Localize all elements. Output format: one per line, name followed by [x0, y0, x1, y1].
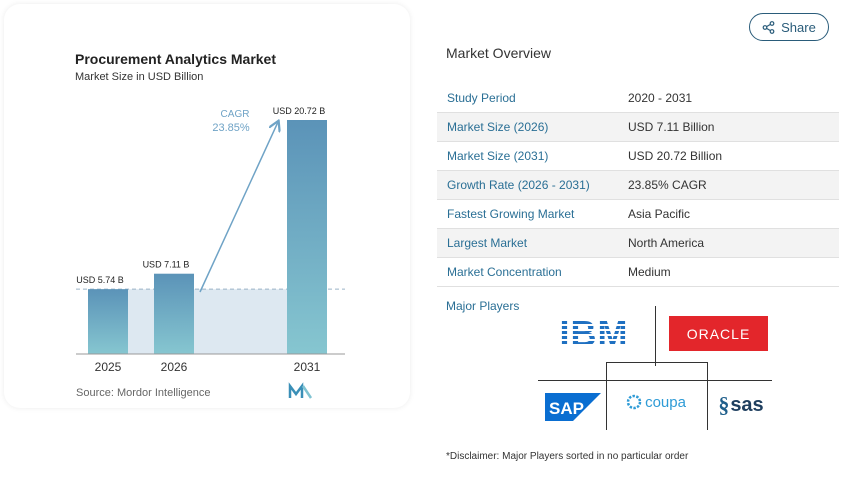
overview-row: Study Period 2020 - 2031: [437, 84, 839, 113]
overview-key: Largest Market: [437, 228, 628, 258]
x-tick-label: 2025: [95, 360, 122, 374]
bar-2031: [287, 120, 327, 354]
major-players-label: Major Players: [446, 299, 520, 313]
logo-divider: [606, 362, 708, 363]
cagr-label: CAGR: [221, 109, 250, 120]
overview-value: North America: [628, 228, 839, 258]
overview-row: Largest Market North America: [437, 228, 839, 258]
oracle-logo: ORACLE: [669, 316, 768, 351]
overview-row: Market Size (2031) USD 20.72 Billion: [437, 141, 839, 171]
data-label: USD 7.11 B: [143, 260, 190, 270]
overview-value: USD 20.72 Billion: [628, 141, 839, 171]
ibm-logo: IBM: [559, 313, 629, 354]
bar-chart: USD 5.74 B 2025 USD 7.11 B 2026 USD 20.72 B 2…: [76, 106, 345, 399]
overview-value: Medium: [628, 257, 839, 287]
overview-value: 23.85% CAGR: [628, 170, 839, 200]
overview-key: Market Concentration: [437, 257, 628, 287]
disclaimer: *Disclaimer: Major Players sorted in no …: [446, 451, 689, 462]
coupa-mark-icon: [626, 394, 642, 410]
coupa-logo: coupa: [621, 390, 691, 414]
overview-row: Market Size (2026) USD 7.11 Billion: [437, 112, 839, 142]
overview-value: USD 7.11 Billion: [628, 112, 839, 142]
overview-row: Growth Rate (2026 - 2031) 23.85% CAGR: [437, 170, 839, 200]
overview-value: 2020 - 2031: [628, 84, 839, 113]
overview-row: Market Concentration Medium: [437, 257, 839, 287]
x-tick-label: 2031: [294, 360, 321, 374]
svg-text:SAP: SAP: [549, 399, 584, 418]
overview-row: Fastest Growing Market Asia Pacific: [437, 199, 839, 229]
overview-key: Market Size (2026): [437, 112, 628, 142]
market-overview-table: Study Period 2020 - 2031 Market Size (2026…: [437, 84, 839, 287]
overview-key: Fastest Growing Market: [437, 199, 628, 229]
data-label: USD 5.74 B: [76, 275, 124, 285]
overview-key: Market Size (2031): [437, 141, 628, 171]
bar-2026: [154, 273, 194, 354]
sas-logo: § sas: [718, 392, 764, 417]
cagr-arrow: [199, 122, 278, 293]
logo-divider: [606, 362, 607, 430]
logo-divider: [655, 306, 656, 366]
chart-source: Source: Mordor Intelligence: [76, 387, 211, 399]
overview-value: Asia Pacific: [628, 199, 839, 229]
overview-key: Study Period: [437, 84, 628, 113]
chart-subtitle: Market Size in USD Billion: [75, 71, 204, 83]
cagr-value: 23.85%: [212, 122, 250, 134]
share-icon: [762, 20, 775, 34]
share-label: Share: [781, 19, 816, 35]
logo-divider: [707, 362, 708, 430]
chart-title: Procurement Analytics Market: [75, 51, 276, 67]
x-tick-label: 2026: [161, 360, 188, 374]
logo-divider: [538, 380, 772, 381]
share-button[interactable]: Share: [749, 13, 829, 41]
overview-key: Growth Rate (2026 - 2031): [437, 170, 628, 200]
mordor-logo-icon: [288, 382, 313, 399]
sas-mark-icon: §: [718, 392, 730, 417]
overview-title: Market Overview: [446, 45, 552, 61]
bar-2025: [88, 289, 128, 354]
data-label: USD 20.72 B: [273, 106, 326, 116]
sap-logo: SAP: [545, 393, 601, 421]
